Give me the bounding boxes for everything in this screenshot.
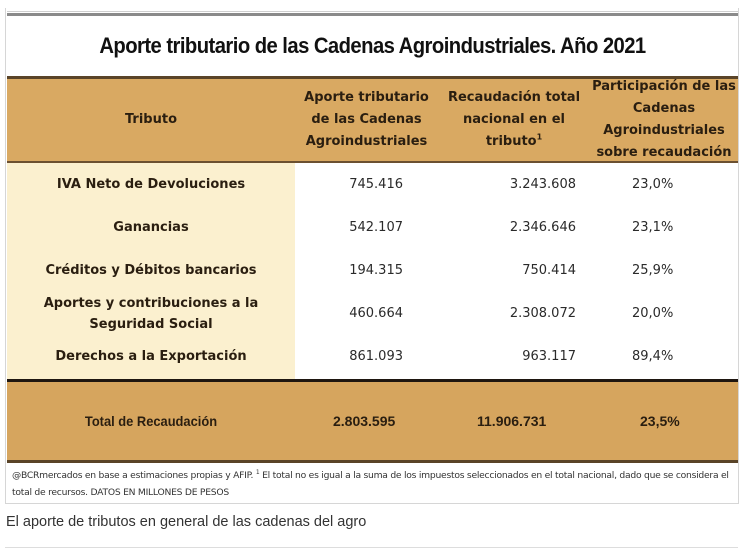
table-body: IVA Neto de Devoluciones 745.416 3.243.6… xyxy=(7,163,738,379)
total-recaudacion: 11.906.731 xyxy=(477,413,547,429)
cell-aporte: 745.416 xyxy=(349,177,403,192)
total-row: Total de Recaudación 2.803.595 11.906.73… xyxy=(7,379,738,463)
header-recaudacion: Recaudación total nacional en el tributo… xyxy=(438,79,590,161)
total-participacion: 23,5% xyxy=(640,413,680,429)
top-rule xyxy=(7,13,738,16)
header-participacion: Participación de las Cadenas Agroindustr… xyxy=(592,79,736,160)
cell-participacion: 89,4% xyxy=(632,349,674,364)
cell-aporte: 542.107 xyxy=(349,220,403,235)
table-row: Créditos y Débitos bancarios 194.315 750… xyxy=(7,249,738,292)
table-row: Aportes y contribuciones a la Seguridad … xyxy=(7,292,738,335)
table-row: Derechos a la Exportación 861.093 963.11… xyxy=(7,335,738,378)
cell-recaudacion: 3.243.608 xyxy=(509,177,576,192)
first-column-background xyxy=(7,163,295,379)
cell-participacion: 20,0% xyxy=(632,306,674,321)
table-row: IVA Neto de Devoluciones 745.416 3.243.6… xyxy=(7,163,738,206)
cell-recaudacion: 963.117 xyxy=(522,349,576,364)
table-title: Aporte tributario de las Cadenas Agroind… xyxy=(99,33,646,58)
footnote-text: El total no es igual a la suma de los im… xyxy=(12,470,729,499)
source-text: @BCRmercados en base a estimaciones prop… xyxy=(12,470,254,482)
source-note: @BCRmercados en base a estimaciones prop… xyxy=(12,464,732,501)
cell-recaudacion: 2.308.072 xyxy=(509,306,576,321)
cell-participacion: 23,1% xyxy=(632,220,674,235)
header-tributo: Tributo xyxy=(124,112,177,127)
cell-recaudacion: 750.414 xyxy=(522,263,576,278)
top-rule-light xyxy=(7,11,738,12)
cell-recaudacion: 2.346.646 xyxy=(509,220,576,235)
cell-tributo: IVA Neto de Devoluciones xyxy=(56,177,246,192)
header-recaudacion-label: Recaudación total nacional en el tributo xyxy=(447,90,581,149)
total-label: Total de Recaudación xyxy=(84,413,218,429)
cell-aporte: 861.093 xyxy=(349,349,403,364)
cell-tributo: Créditos y Débitos bancarios xyxy=(45,263,257,278)
total-aporte: 2.803.595 xyxy=(333,413,396,429)
header-aporte: Aporte tributario de las Cadenas Agroind… xyxy=(304,90,429,149)
table-row: Ganancias 542.107 2.346.646 23,1% xyxy=(7,206,738,249)
cell-aporte: 460.664 xyxy=(349,306,403,321)
image-caption: El aporte de tributos en general de las … xyxy=(6,514,367,530)
footnote-mark: 1 xyxy=(255,469,260,476)
caption-divider xyxy=(5,547,738,548)
cell-participacion: 25,9% xyxy=(632,263,674,278)
cell-tributo: Derechos a la Exportación xyxy=(55,349,247,364)
cell-tributo: Ganancias xyxy=(113,220,189,235)
cell-tributo: Aportes y contribuciones a la Seguridad … xyxy=(43,295,259,332)
cell-aporte: 194.315 xyxy=(349,263,403,278)
table-header: Tributo Aporte tributario de las Cadenas… xyxy=(7,76,738,163)
footnote-mark: 1 xyxy=(536,132,543,142)
cell-participacion: 23,0% xyxy=(632,177,674,192)
